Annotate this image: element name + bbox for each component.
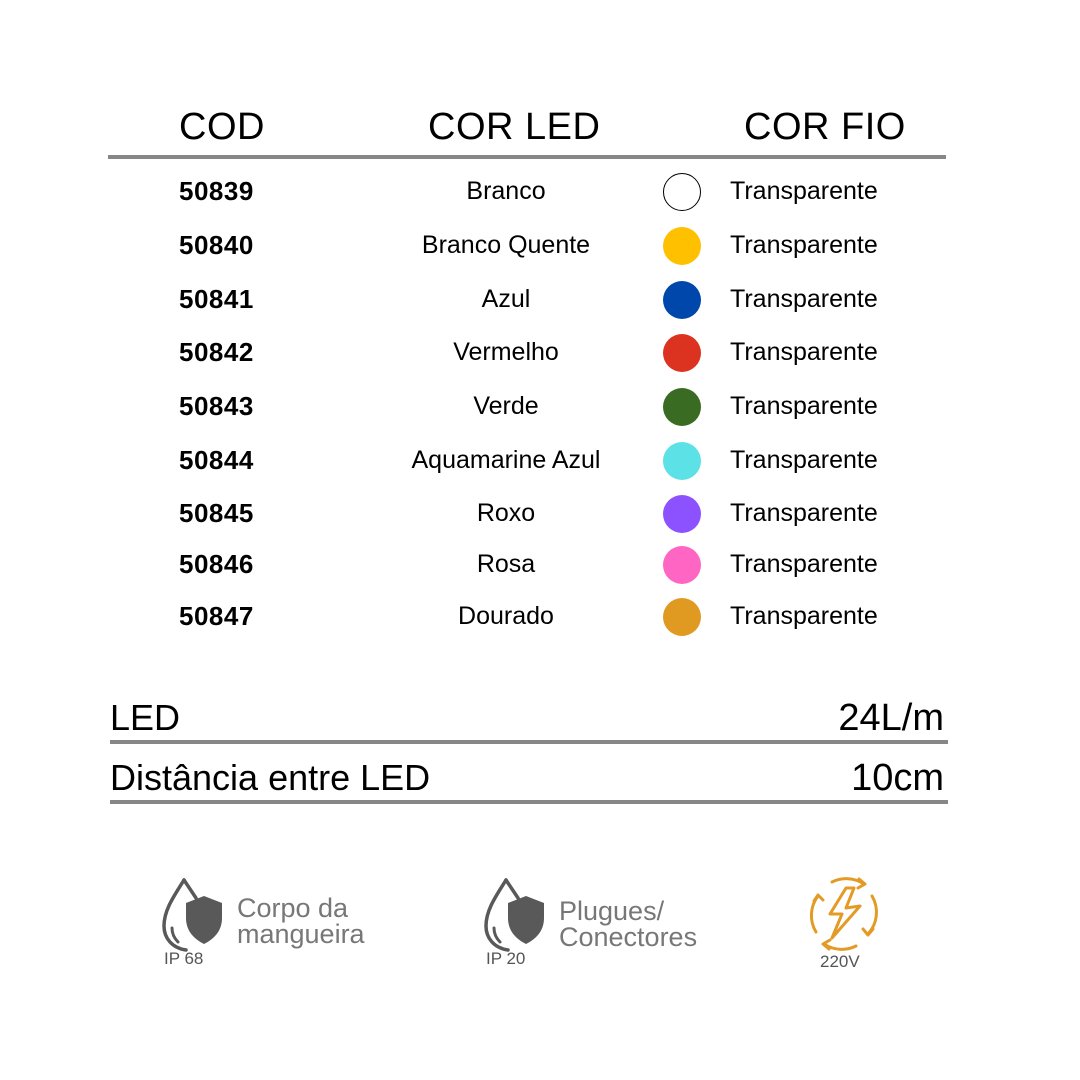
- led-color-name: Roxo: [476, 499, 536, 527]
- table-row: 50842 Vermelho Transparente: [0, 332, 1080, 372]
- spec-label: LED: [110, 697, 181, 738]
- code: 50845: [179, 498, 254, 528]
- ip-rating: IP 20: [486, 949, 526, 968]
- badge-line2: Conectores: [559, 922, 698, 952]
- wire-color: Transparente: [730, 338, 878, 366]
- ip-rating: IP 68: [164, 949, 204, 968]
- wire-color: Transparente: [730, 177, 878, 205]
- led-color-name: Branco: [466, 177, 546, 205]
- led-color-name: Azul: [481, 285, 531, 313]
- color-swatch-icon: [663, 598, 701, 636]
- color-swatch-icon: [663, 546, 701, 584]
- water-shield-icon: [162, 878, 222, 952]
- wire-color: Transparente: [730, 231, 878, 259]
- spec-led-distance: Distância entre LED 10cm: [110, 752, 944, 799]
- code: 50839: [179, 176, 254, 206]
- led-color-name: Rosa: [476, 550, 536, 578]
- spec-value: 24L/m: [838, 697, 944, 739]
- voltage-label: 220V: [820, 952, 860, 971]
- led-color-name: Vermelho: [453, 338, 559, 366]
- badge-ip68: IP 68 Corpo da mangueira: [160, 876, 420, 976]
- table-row: 50845 Roxo Transparente: [0, 493, 1080, 533]
- table-row: 50840 Branco Quente Transparente: [0, 225, 1080, 265]
- table-row: 50839 Branco Transparente: [0, 171, 1080, 211]
- header-cor-led: COR LED: [428, 106, 601, 148]
- table-row: 50846 Rosa Transparente: [0, 544, 1080, 584]
- spec-label: Distância entre LED: [110, 757, 431, 798]
- led-color-name: Branco Quente: [421, 231, 591, 259]
- code: 50846: [179, 549, 254, 579]
- color-swatch-icon: [663, 442, 701, 480]
- badge-line1: Plugues/: [559, 896, 665, 926]
- code: 50840: [179, 230, 254, 260]
- code: 50844: [179, 445, 254, 475]
- table-row: 50841 Azul Transparente: [0, 279, 1080, 319]
- spec-divider: [110, 800, 948, 804]
- table-row: 50843 Verde Transparente: [0, 386, 1080, 426]
- wire-color: Transparente: [730, 602, 878, 630]
- spec-value: 10cm: [851, 757, 944, 799]
- wire-color: Transparente: [730, 285, 878, 313]
- color-swatch-icon: [663, 173, 701, 211]
- code: 50843: [179, 391, 254, 421]
- badge-ip20: IP 20 Plugues/ Conectores: [482, 876, 742, 976]
- color-swatch-icon: [663, 388, 701, 426]
- header-divider: [108, 155, 946, 159]
- wire-color: Transparente: [730, 550, 878, 578]
- color-swatch-icon: [663, 334, 701, 372]
- color-swatch-icon: [663, 227, 701, 265]
- led-color-name: Aquamarine Azul: [411, 446, 601, 474]
- badge-line1: Corpo da: [237, 893, 349, 923]
- voltage-cycle-icon: [809, 877, 878, 951]
- code: 50842: [179, 337, 254, 367]
- water-shield-icon: [484, 878, 544, 952]
- color-swatch-icon: [663, 281, 701, 319]
- wire-color: Transparente: [730, 499, 878, 527]
- spec-divider: [110, 740, 948, 744]
- code: 50841: [179, 284, 254, 314]
- table-row: 50847 Dourado Transparente: [0, 596, 1080, 636]
- header-cod: COD: [179, 106, 265, 148]
- color-swatch-icon: [663, 495, 701, 533]
- table-row: 50844 Aquamarine Azul Transparente: [0, 440, 1080, 480]
- badge-line2: mangueira: [237, 919, 365, 949]
- header-cor-fio: COR FIO: [744, 106, 906, 148]
- wire-color: Transparente: [730, 392, 878, 420]
- code: 50847: [179, 601, 254, 631]
- wire-color: Transparente: [730, 446, 878, 474]
- led-color-name: Verde: [473, 392, 539, 420]
- led-color-name: Dourado: [458, 602, 554, 630]
- spec-led-density: LED 24L/m: [110, 692, 944, 739]
